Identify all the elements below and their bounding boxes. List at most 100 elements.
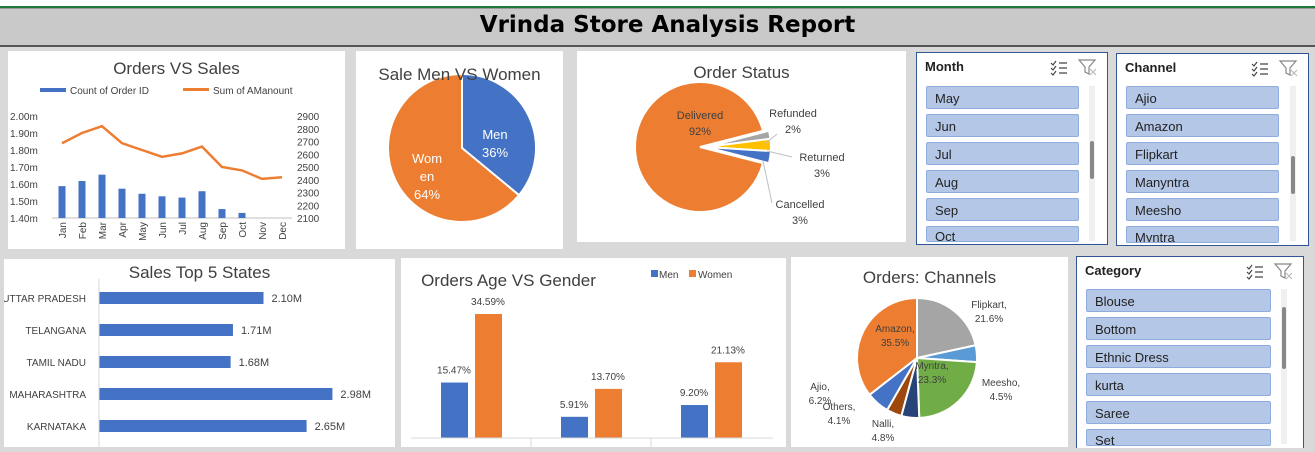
slicer-item[interactable]: Ajio [1126,86,1279,109]
pie-label-women: Wom [412,151,442,166]
leader-line [766,150,793,158]
slicer-scrollbar[interactable] [1290,86,1296,241]
chart-title: Orders Age VS Gender [421,271,596,290]
slicer-item[interactable]: Jul [926,142,1079,165]
month-slicer[interactable]: Month May Jun Jul Aug Sep Oct [916,52,1108,245]
legend-label-men: Men [659,270,678,281]
channel-slicer[interactable]: Channel Ajio Amazon Flipkart Manyntra Me… [1116,53,1309,246]
men-vs-women-panel[interactable]: Sale Men VS Women Men 36% Wom en 64% [356,51,563,249]
pie-label-cancelled: Cancelled [776,199,825,211]
chart-title: Sales Top 5 States [128,263,271,282]
slicer-item[interactable]: Jun [926,114,1079,137]
left-axis-tick: 2.00m [10,112,38,123]
slicer-item[interactable]: kurta [1086,373,1271,396]
category-slicer[interactable]: Category Blouse Bottom Ethnic Dress kurt… [1076,256,1304,448]
age-bar-women [715,362,742,438]
report-title: Vrinda Store Analysis Report [479,12,856,38]
pie-label-nalli: Nalli, [872,419,894,430]
right-axis-tick: 2800 [297,125,320,136]
slicer-item[interactable]: Blouse [1086,289,1271,312]
pie-label-delivered: 92% [689,126,711,138]
sales-line [61,124,283,181]
age-vs-gender-panel[interactable]: Orders Age VS Gender Men Women 15.47% 34.59… [401,258,786,447]
right-axis-tick: 2900 [297,112,320,123]
left-axis-tick: 1.60m [10,180,38,191]
clear-filter-icon[interactable] [1077,59,1097,76]
multi-select-icon[interactable] [1050,60,1067,76]
right-axis-tick: 2400 [297,176,320,187]
slicer-item[interactable]: Manyntra [1126,170,1279,193]
slicer-item[interactable]: Bottom [1086,317,1271,340]
pie-label-meesho: Meesho, [982,378,1020,389]
state-label: TAMIL NADU [27,358,86,369]
slicer-item[interactable]: Ethnic Dress [1086,345,1271,368]
right-axis-tick: 2600 [297,150,320,161]
clear-filter-icon[interactable] [1273,263,1293,280]
pie-label-ajio: 6.2% [809,396,832,407]
pie-slice-flipkart [916,296,977,360]
x-tick-label: Dec [278,222,289,240]
pie-slice-amazon [856,296,918,397]
orders-bar [78,181,86,218]
legend-label-orders: Count of Order ID [70,86,149,97]
x-tick-label: Aug [198,222,209,240]
orders-bar [118,188,126,218]
pie-slice-women [387,72,521,223]
channels-chart: Amazon, 35.5% Flipkart, 21.6% Meesho, 4.5% Myn… [809,296,1020,444]
slicer-item[interactable]: Saree [1086,401,1271,424]
pie-slice-delivered [634,81,765,213]
x-tick-label: Oct [238,222,249,238]
pie-slice-men [461,72,537,197]
leader-line [762,160,773,204]
pie-label-returned: Returned [799,152,844,164]
legend-swatch-orders [40,88,66,92]
slicer-item[interactable]: Myntra [1126,226,1279,243]
slicer-item[interactable]: Set [1086,429,1271,446]
slicer-item[interactable]: Aug [926,170,1079,193]
orders-vs-sales-panel[interactable]: Orders VS Sales Count of Order ID Sum of … [8,51,345,249]
state-label: MAHARASHTRA [9,390,86,401]
top-states-panel[interactable]: Sales Top 5 States UTTAR PRADESH 2.10M TEL… [2,259,395,447]
pie-slice-ajio [868,357,918,412]
slicer-item[interactable]: Meesho [1126,198,1279,221]
slicer-item[interactable]: Sep [926,198,1079,221]
age-bar-men [441,382,468,438]
x-tick-label: May [138,222,149,241]
age-bar-value-label: 13.70% [591,372,625,383]
state-value-label: 1.68M [239,357,270,369]
slicer-scrollbar[interactable] [1089,86,1095,241]
state-bar [99,292,264,304]
orders-bar [98,174,106,218]
pie-label-amazon: Amazon, [875,324,914,335]
legend-swatch-women [689,270,696,277]
multi-select-icon[interactable] [1246,264,1263,280]
slicer-item[interactable]: Amazon [1126,114,1279,137]
left-axis-tick: 1.50m [10,197,38,208]
orders-bar [138,193,146,218]
slicer-item[interactable]: May [926,86,1079,109]
age-bar-value-label: 9.20% [680,388,708,399]
pie-label-men: 36% [482,145,508,160]
slicer-item[interactable]: Oct [926,226,1079,242]
left-axis-tick: 1.70m [10,163,38,174]
slicer-title: Month [925,59,964,74]
left-axis-tick: 1.40m [10,214,38,225]
pie-label-women: en [420,169,434,184]
channels-panel[interactable]: Orders: Channels Amazon, 35.5% Flipkart, 21… [791,257,1068,447]
state-label: KARNATAKA [27,422,86,433]
pie-label-amazon: 35.5% [881,338,909,349]
legend-label-women: Women [698,270,732,281]
orders-bar [198,191,206,218]
age-bar-value-label: 34.59% [471,297,505,308]
slicer-scrollbar[interactable] [1281,289,1287,444]
order-status-panel[interactable]: Order Status Delivered 92% Refunded 2% Retur… [577,51,906,242]
age-bar-men [561,416,588,438]
orders-bar [158,196,166,218]
pie-label-refunded: Refunded [769,108,817,120]
slicer-title: Channel [1125,60,1177,75]
x-tick-label: Jun [158,222,169,238]
slicer-item[interactable]: Flipkart [1126,142,1279,165]
multi-select-icon[interactable] [1251,61,1268,77]
clear-filter-icon[interactable] [1278,60,1298,77]
pie-label-flipkart: Flipkart, [971,300,1007,311]
